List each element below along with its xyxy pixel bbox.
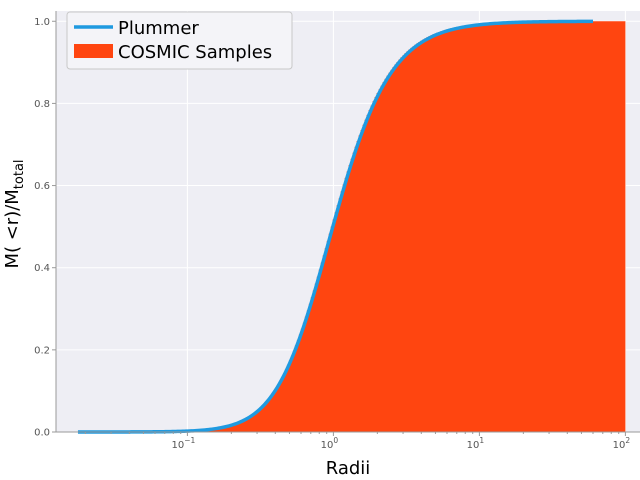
y-axis-title: M( <r)/Mtotal: [2, 159, 27, 268]
y-tick-label-4: 0.8: [34, 99, 50, 110]
legend-plummer-label: Plummer: [118, 18, 199, 39]
y-tick-label-1: 0.2: [34, 345, 50, 356]
x-tick-label-0: 10−1: [171, 436, 195, 451]
x-axis-title: Radii: [326, 458, 371, 479]
y-tick-label-0: 0.0: [34, 428, 50, 439]
y-tick-label-5: 1.0: [34, 17, 50, 28]
y-tick-label-2: 0.4: [34, 263, 50, 274]
x-tick-label-1: 100: [321, 436, 339, 451]
x-tick-label-2: 101: [467, 436, 485, 451]
y-tick-label-3: 0.6: [34, 181, 50, 192]
x-tick-label-3: 102: [613, 436, 631, 451]
axes-lines: [55, 11, 640, 433]
legend-box: [66, 11, 293, 70]
legend: Plummer COSMIC Samples: [66, 11, 293, 70]
x-ticks: 10−1 100 101 102: [84, 432, 631, 451]
legend-cosmic-swatch: [74, 44, 113, 58]
legend-cosmic-label: COSMIC Samples: [118, 42, 272, 63]
y-ticks: 0.0 0.2 0.4 0.6 0.8 1.0: [34, 17, 56, 439]
cosmic-samples-histogram: [187, 21, 626, 433]
